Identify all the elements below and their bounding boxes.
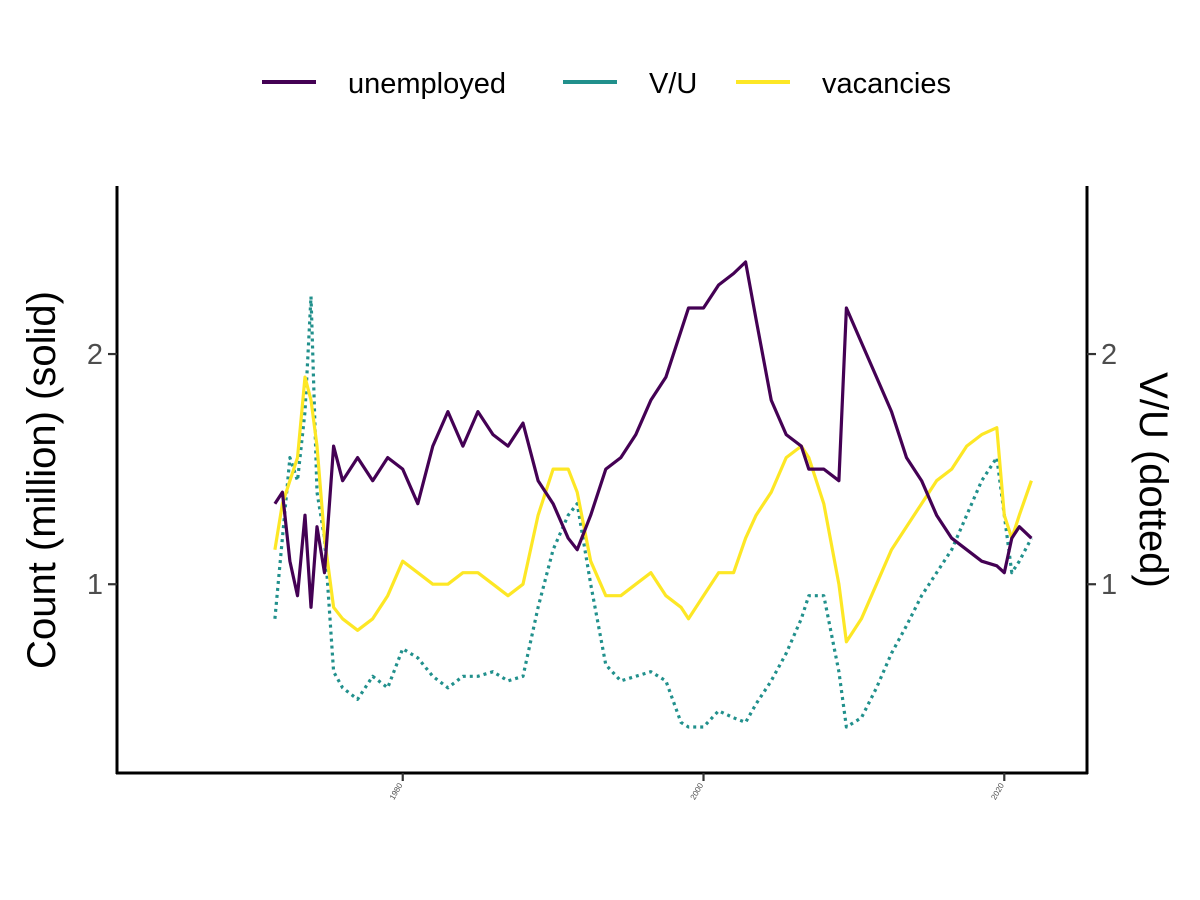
series-unemployed-line (273, 260, 1033, 609)
y-axis-left-title: Count (million) (solid) (20, 291, 64, 669)
plot-area (273, 260, 1033, 729)
legend-item-unemployed: unemployed (262, 68, 506, 100)
legend-item-vacancies: vacancies (736, 68, 951, 100)
axes: 1 2 1 2 1980 2000 2020 (87, 186, 1117, 801)
y-right-tick-label-2: 2 (1101, 339, 1117, 371)
y-left-tick-label-2: 2 (87, 339, 103, 371)
y-left-tick-label-1: 1 (87, 569, 103, 601)
y-right-tick-label-1: 1 (1101, 569, 1117, 601)
legend: unemployed V/U vacancies (262, 68, 951, 100)
y-axis-right-title: V/U (dotted) (1131, 372, 1175, 588)
legend-label-vu: V/U (649, 68, 697, 100)
legend-label-vacancies: vacancies (822, 68, 951, 100)
series-vacancies-line (273, 375, 1033, 644)
legend-item-vu: V/U (563, 68, 697, 100)
legend-label-unemployed: unemployed (348, 68, 506, 100)
series-vu-line (273, 294, 1033, 729)
